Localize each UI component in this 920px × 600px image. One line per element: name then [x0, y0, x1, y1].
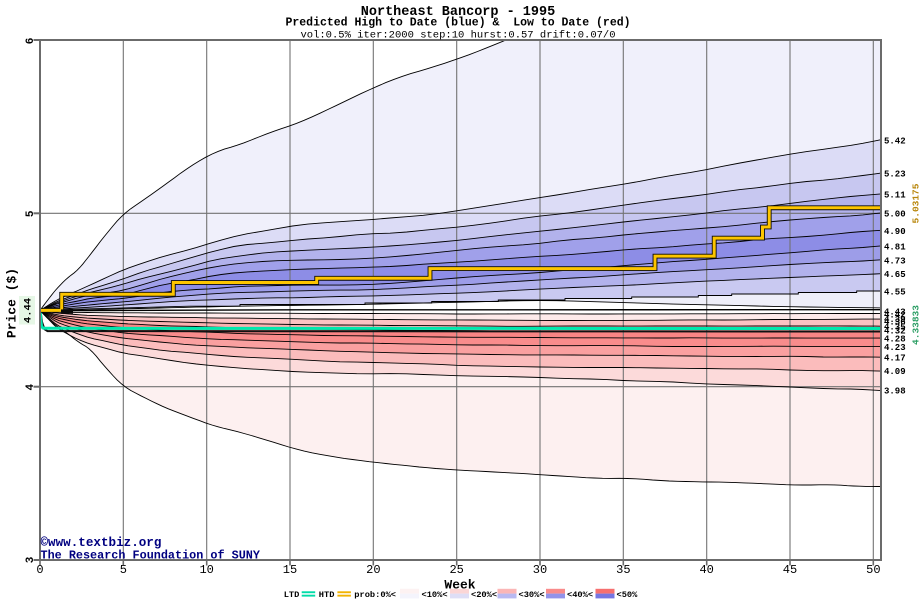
- svg-text:4.28: 4.28: [884, 334, 906, 344]
- svg-text:4: 4: [25, 384, 37, 391]
- svg-text:3: 3: [25, 556, 37, 563]
- svg-text:4.43: 4.43: [884, 308, 906, 318]
- svg-text:5.03175: 5.03175: [911, 183, 920, 223]
- svg-text:4.65: 4.65: [884, 270, 906, 280]
- svg-text:25: 25: [449, 563, 463, 577]
- svg-text:<40%<: <40%<: [567, 590, 593, 600]
- svg-text:6: 6: [25, 38, 37, 45]
- svg-text:4.90: 4.90: [884, 227, 906, 237]
- svg-text:4.42: 4.42: [884, 310, 906, 320]
- svg-text:©www.textbiz.org: ©www.textbiz.org: [41, 536, 162, 550]
- svg-text:5: 5: [25, 210, 37, 217]
- svg-text:4.36: 4.36: [884, 318, 906, 328]
- svg-text:50: 50: [866, 563, 880, 577]
- svg-text:30: 30: [533, 563, 547, 577]
- svg-text:prob:0%<: prob:0%<: [354, 590, 396, 600]
- svg-text:<30%<: <30%<: [519, 590, 545, 600]
- svg-text:5.11: 5.11: [884, 190, 906, 200]
- svg-text:<10%<: <10%<: [422, 590, 448, 600]
- svg-text:10: 10: [199, 563, 213, 577]
- svg-text:15: 15: [283, 563, 297, 577]
- svg-text:4.35: 4.35: [884, 322, 906, 332]
- svg-text:4.81: 4.81: [884, 243, 906, 253]
- svg-text:<20%<: <20%<: [471, 590, 497, 600]
- svg-text:20: 20: [366, 563, 380, 577]
- svg-text:vol:0.5% iter:2000 step:10 hur: vol:0.5% iter:2000 step:10 hurst:0.57 dr…: [300, 30, 615, 42]
- svg-text:Northeast Bancorp - 1995: Northeast Bancorp - 1995: [361, 5, 555, 20]
- svg-text:Week: Week: [444, 578, 475, 593]
- svg-text:5.42: 5.42: [884, 137, 906, 147]
- svg-text:The Research Foundation of SUN: The Research Foundation of SUNY: [41, 549, 261, 563]
- svg-text:5.00: 5.00: [884, 210, 906, 220]
- svg-text:4.09: 4.09: [884, 367, 906, 377]
- svg-text:4.55: 4.55: [884, 288, 906, 298]
- svg-text:4.39: 4.39: [884, 315, 906, 325]
- svg-text:40: 40: [699, 563, 713, 577]
- svg-text:Price ($): Price ($): [5, 268, 20, 338]
- svg-text:LTD: LTD: [284, 590, 300, 600]
- svg-text:5.23: 5.23: [884, 170, 906, 180]
- svg-text:4.73: 4.73: [884, 256, 906, 266]
- svg-text:4.32: 4.32: [884, 327, 906, 337]
- svg-text:4.23: 4.23: [884, 343, 906, 353]
- svg-text:4.33833: 4.33833: [911, 305, 920, 345]
- svg-text:<50%: <50%: [617, 590, 639, 600]
- svg-text:3.98: 3.98: [884, 386, 906, 396]
- svg-text:4.17: 4.17: [884, 353, 906, 363]
- svg-text:HTD: HTD: [319, 590, 335, 600]
- svg-text:4.44: 4.44: [23, 298, 35, 323]
- svg-text:5: 5: [120, 563, 127, 577]
- svg-text:Predicted High to Date (blue): Predicted High to Date (blue) & Low to D…: [285, 17, 630, 30]
- svg-text:35: 35: [616, 563, 630, 577]
- svg-text:0: 0: [36, 563, 43, 577]
- svg-text:45: 45: [783, 563, 797, 577]
